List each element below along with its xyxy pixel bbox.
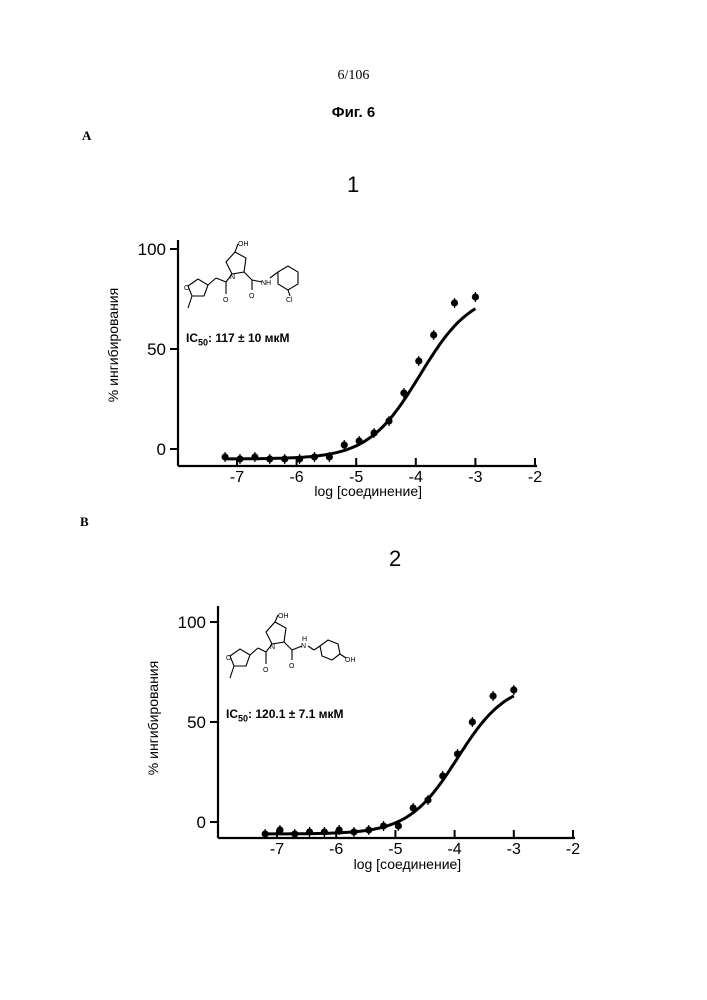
data-point [510,686,517,693]
y-tick-label: 100 [178,613,206,632]
data-point [276,826,283,833]
panel-number-2: 2 [389,546,401,572]
x-tick-label: -6 [329,841,343,858]
phenol-oh-label: OH [345,657,356,664]
data-point [266,455,273,462]
data-point [469,718,476,725]
x-tick-label: -3 [507,841,521,858]
data-point [326,453,333,460]
data-point [454,750,461,757]
y-axis-label: % ингибирования [145,661,161,775]
x-tick-label: -6 [289,469,303,486]
ring-o-label: O [184,285,190,292]
pyrrolidine-n-label: N [230,274,235,281]
y-tick-label: 0 [157,440,166,459]
x-axis-label: log [соединение] [314,483,422,499]
amide-nh-label: NH [261,280,271,287]
data-point [251,453,258,460]
data-point [451,299,458,306]
data-point [395,822,402,829]
data-point [296,455,303,462]
x-tick-label: -2 [566,841,580,858]
data-point [439,772,446,779]
amide-h-label: H [302,636,307,643]
amide-o-label: O [249,293,255,300]
y-axis-label: % ингибирования [105,288,121,402]
y-tick-label: 50 [147,340,166,359]
data-point [350,828,357,835]
data-point [370,429,377,436]
data-point [472,293,479,300]
data-point [410,804,417,811]
ic50-label-1: IC50: 117 ± 10 мкМ [186,331,290,347]
data-point [291,830,298,837]
ic50-label-2: IC50: 120.1 ± 7.1 мкМ [226,707,344,723]
ring-o-label: O [226,655,232,662]
x-axis-label: log [соединение] [354,856,462,872]
data-point [424,796,431,803]
x-tick-label: -3 [468,469,482,486]
data-point [365,826,372,833]
data-point [306,828,313,835]
data-point [415,357,422,364]
data-point [385,417,392,424]
x-tick-label: -7 [270,841,284,858]
data-point [380,822,387,829]
panel-letter-b: B [80,514,89,530]
hydroxyl-label: OH [238,241,249,248]
y-tick-label: 50 [187,713,206,732]
chloro-label: Cl [286,297,293,304]
data-point [400,389,407,396]
y-tick-label: 100 [138,240,166,259]
data-point [281,455,288,462]
data-point [336,826,343,833]
data-point [489,692,496,699]
data-point [341,441,348,448]
pyrrolidine-n-label: N [270,644,275,651]
x-tick-label: -7 [230,469,244,486]
chemical-structure-2: O O N OH O N H OH [220,612,360,690]
chemical-structure-1: O O N OH O NH Cl [178,238,308,320]
data-point [236,455,243,462]
hydroxyl-label: OH [278,613,289,620]
ketone-o-label: O [223,297,229,304]
y-tick-label: 0 [197,813,206,832]
data-point [321,828,328,835]
data-point [262,830,269,837]
data-point [430,331,437,338]
data-point [356,437,363,444]
amide-n-label: N [301,643,306,650]
ketone-o-label: O [263,667,269,674]
data-point [311,453,318,460]
data-point [221,453,228,460]
amide-o-label: O [289,663,295,670]
x-tick-label: -2 [528,469,542,486]
